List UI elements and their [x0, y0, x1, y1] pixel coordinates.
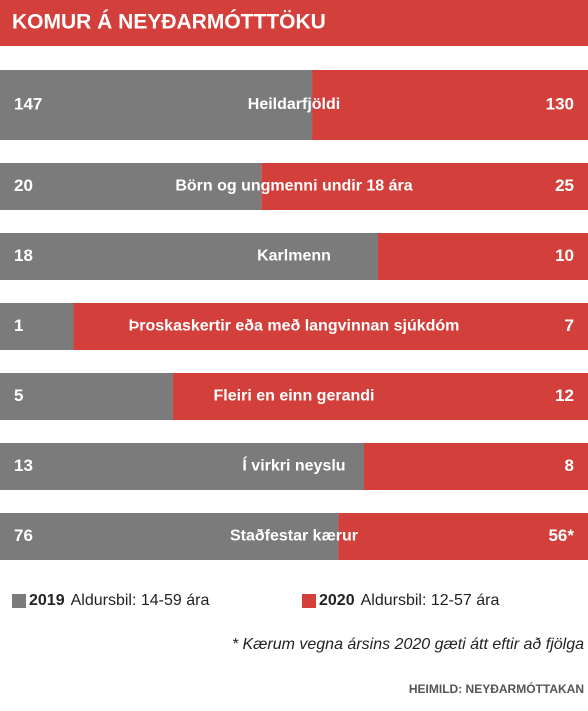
value-label: 56* [548, 526, 574, 545]
value-label: 12 [555, 386, 574, 405]
value-label: 76 [14, 526, 33, 545]
legend-swatch [302, 594, 316, 608]
source: HEIMILD: NEYÐARMÓTTAKAN [409, 681, 584, 696]
value-label: 7 [565, 316, 574, 335]
value-label: 13 [14, 456, 33, 475]
chart-title: KOMUR Á NEYÐARMÓTTTÖKU [12, 10, 326, 34]
bar [0, 373, 173, 420]
category-label: Í virkri neyslu [242, 456, 345, 475]
category-label: Þroskaskertir eða með langvinnan sjúkdóm [129, 318, 460, 335]
value-label: 1 [14, 316, 23, 335]
value-label: 147 [14, 94, 42, 113]
legend-description: Aldursbil: 14-59 ára [71, 592, 210, 609]
category-label: Karlmenn [257, 248, 331, 265]
footnote: * Kærum vegna ársins 2020 gæti átt eftir… [232, 636, 584, 653]
legend-label: 2020 [319, 592, 355, 609]
value-label: 18 [14, 246, 33, 265]
value-label: 130 [546, 94, 574, 113]
legend-swatch [12, 594, 26, 608]
value-label: 5 [14, 386, 23, 405]
category-label: Fleiri en einn gerandi [214, 388, 375, 405]
legend-description: Aldursbil: 12-57 ára [361, 592, 500, 609]
value-label: 10 [555, 246, 574, 265]
bar [364, 443, 588, 490]
value-label: 20 [14, 176, 33, 195]
legend-label: 2019 [29, 592, 65, 609]
category-label: Staðfestar kærur [230, 528, 358, 545]
value-label: 25 [555, 176, 574, 195]
value-label: 8 [565, 456, 574, 475]
bar [0, 303, 74, 350]
category-label: Börn og ungmenni undir 18 ára [175, 178, 412, 195]
category-label: Heildarfjöldi [248, 96, 340, 113]
